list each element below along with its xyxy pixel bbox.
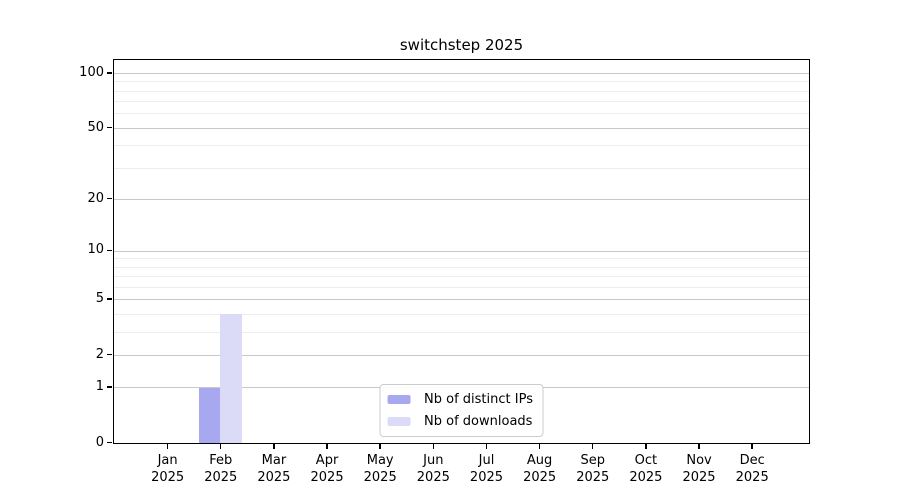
x-tick <box>273 444 275 449</box>
x-tick-year: 2025 <box>735 470 769 485</box>
x-tick-year: 2025 <box>576 470 610 485</box>
legend-item: Nb of distinct IPs <box>387 390 533 409</box>
x-tick-month: Jun <box>423 453 444 468</box>
x-tick-year: 2025 <box>151 470 185 485</box>
x-tick-year: 2025 <box>257 470 291 485</box>
minor-gridline <box>114 258 809 260</box>
minor-gridline <box>114 313 809 315</box>
x-tick <box>645 444 647 449</box>
legend-item: Nb of downloads <box>387 412 533 431</box>
legend-label: Nb of distinct IPs <box>424 392 533 407</box>
minor-gridline <box>114 276 809 277</box>
x-tick <box>220 444 222 449</box>
x-tick-label: Mar 2025 <box>239 452 309 486</box>
minor-gridline <box>114 286 809 288</box>
x-tick-year: 2025 <box>523 470 557 485</box>
x-tick-label: Jul 2025 <box>451 452 521 486</box>
legend-swatch <box>387 417 411 426</box>
y-tick <box>107 441 112 444</box>
x-tick-month: Oct <box>634 453 658 468</box>
x-tick <box>592 444 594 449</box>
x-tick-year: 2025 <box>310 470 344 485</box>
x-tick-month: Jul <box>478 453 495 468</box>
bar-nb-of-downloads-feb <box>220 314 242 443</box>
x-tick-month: Sep <box>580 453 605 468</box>
bar-nb-of-distinct-ips-feb <box>198 387 221 443</box>
y-tick-label: 0 <box>95 434 104 450</box>
y-tick-label: 50 <box>87 119 104 135</box>
x-tick-month: Jan <box>157 453 178 468</box>
x-tick <box>751 444 753 449</box>
minor-gridline <box>114 113 809 115</box>
y-tick-label: 10 <box>87 242 104 258</box>
x-tick-label: May 2025 <box>345 452 415 486</box>
minor-gridline <box>114 167 809 169</box>
y-tick <box>107 198 112 200</box>
minor-gridline <box>114 145 809 147</box>
x-tick <box>166 444 169 449</box>
x-tick <box>485 444 488 449</box>
y-tick <box>107 126 112 129</box>
major-gridline <box>114 354 809 356</box>
x-tick-month: Aug <box>526 453 553 468</box>
legend: Nb of distinct IPs Nb of downloads <box>379 384 544 437</box>
x-tick <box>379 444 381 449</box>
minor-gridline <box>114 81 809 83</box>
minor-gridline <box>114 266 809 268</box>
x-tick <box>538 444 541 449</box>
x-tick-month: Dec <box>739 453 765 468</box>
x-tick-label: Apr 2025 <box>292 452 362 486</box>
x-tick-month: Mar <box>261 453 287 468</box>
x-tick-label: Feb 2025 <box>186 452 256 486</box>
x-tick-label: Jan 2025 <box>133 452 203 486</box>
x-tick <box>326 444 328 449</box>
major-gridline <box>114 299 809 301</box>
y-tick-label: 1 <box>95 378 104 394</box>
x-tick-year: 2025 <box>416 470 450 485</box>
plot-area: Nb of distinct IPs Nb of downloads <box>113 59 810 444</box>
legend-swatch <box>387 395 411 404</box>
x-tick-month: Feb <box>209 453 233 468</box>
x-tick-label: Jun 2025 <box>398 452 468 486</box>
minor-gridline <box>114 90 809 92</box>
minor-gridline <box>114 101 809 103</box>
x-tick-label: Nov 2025 <box>664 452 734 486</box>
x-tick <box>698 444 700 449</box>
y-tick-label: 100 <box>79 64 104 80</box>
x-tick-year: 2025 <box>629 470 663 485</box>
x-tick <box>432 444 435 449</box>
y-tick <box>107 353 112 356</box>
y-tick-label: 5 <box>95 291 104 307</box>
chart-title: switchstep 2025 <box>399 36 524 54</box>
major-gridline <box>114 72 809 74</box>
y-tick-label: 2 <box>95 346 104 362</box>
x-tick-label: Oct 2025 <box>611 452 681 486</box>
x-tick-label: Dec 2025 <box>717 452 787 486</box>
x-tick-month: May <box>366 453 394 468</box>
x-tick-year: 2025 <box>363 470 397 485</box>
legend-label: Nb of downloads <box>424 414 533 429</box>
major-gridline <box>114 250 809 252</box>
x-tick-month: Nov <box>686 453 712 468</box>
major-gridline <box>114 198 809 200</box>
y-tick <box>107 249 112 252</box>
y-tick <box>107 298 112 300</box>
x-tick-label: Aug 2025 <box>505 452 575 486</box>
x-tick-label: Sep 2025 <box>558 452 628 486</box>
x-tick-year: 2025 <box>682 470 716 485</box>
y-tick-label: 20 <box>87 190 104 206</box>
y-tick <box>107 386 112 388</box>
x-tick-month: Apr <box>315 453 339 468</box>
major-gridline <box>114 127 809 129</box>
y-tick <box>107 72 112 74</box>
x-tick-year: 2025 <box>469 470 504 485</box>
minor-gridline <box>114 331 809 333</box>
x-tick-year: 2025 <box>204 470 238 485</box>
